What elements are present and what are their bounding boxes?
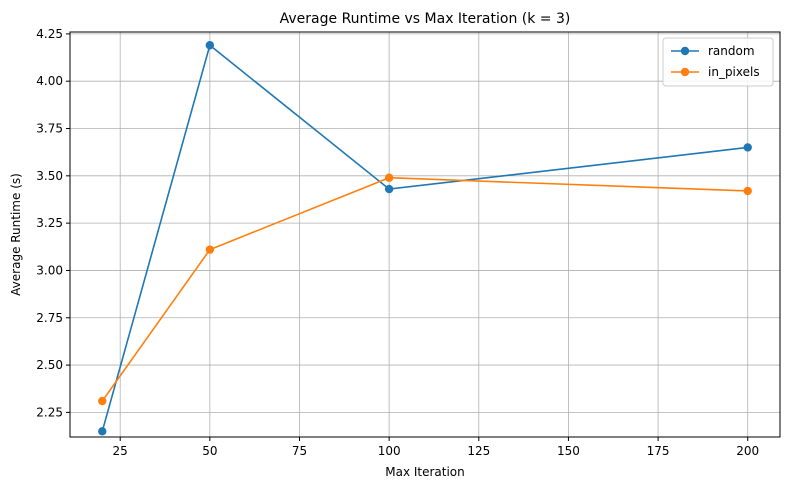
plot-frame (69, 31, 781, 438)
legend-label: in_pixels (708, 65, 760, 79)
data-point-random (743, 143, 752, 152)
y-tick-label: 3.50 (36, 169, 63, 183)
series-layer (98, 41, 752, 436)
legend-marker (680, 67, 690, 77)
data-point-in_pixels (743, 186, 752, 196)
y-tick-label: 3.75 (36, 122, 63, 136)
x-tick-label: 75 (292, 444, 307, 458)
data-point-random (98, 427, 107, 436)
data-point-in_pixels (384, 173, 394, 182)
legend-box (662, 37, 774, 87)
series-random (98, 41, 752, 436)
y-tick-label: 3.00 (36, 263, 63, 277)
x-axis-ticks: 25 50 75 100 125 150 175 200 (113, 437, 759, 458)
series-line-in_pixels (101, 176, 748, 402)
legend-item: in_pixels (671, 65, 760, 79)
data-point-random (384, 184, 394, 194)
series-in_pixels (98, 173, 752, 406)
y-tick-label: 4.00 (36, 74, 63, 88)
data-point-random (205, 41, 215, 50)
y-tick-label: 2.75 (36, 311, 63, 325)
y-axis-label: Average Runtime (s) (9, 173, 23, 296)
y-tick-label: 3.25 (36, 216, 63, 230)
y-tick-label: 2.25 (36, 405, 63, 419)
legend: random in_pixels (662, 37, 774, 87)
legend-marker (680, 46, 690, 56)
legend-item: random (671, 44, 755, 58)
x-tick-label: 50 (202, 444, 217, 458)
y-tick-label: 2.50 (36, 358, 63, 372)
data-point-in_pixels (98, 396, 107, 406)
x-tick-label: 200 (736, 444, 759, 458)
x-tick-label: 175 (647, 444, 670, 458)
y-tick-label: 4.25 (36, 27, 63, 41)
grid (70, 32, 780, 437)
x-tick-label: 100 (378, 444, 401, 458)
legend-label: random (708, 44, 755, 58)
x-tick-label: 150 (557, 444, 580, 458)
y-axis-ticks: 2.25 2.50 2.75 3.00 3.25 3.50 3.75 4.00 4.25 (36, 27, 70, 419)
chart-title: Average Runtime vs Max Iteration (k = 3) (280, 11, 571, 27)
data-point-in_pixels (205, 245, 215, 254)
x-tick-label: 25 (113, 444, 128, 458)
series-line-random (101, 43, 748, 432)
x-tick-label: 125 (467, 444, 490, 458)
x-axis-label: Max Iteration (385, 465, 465, 479)
